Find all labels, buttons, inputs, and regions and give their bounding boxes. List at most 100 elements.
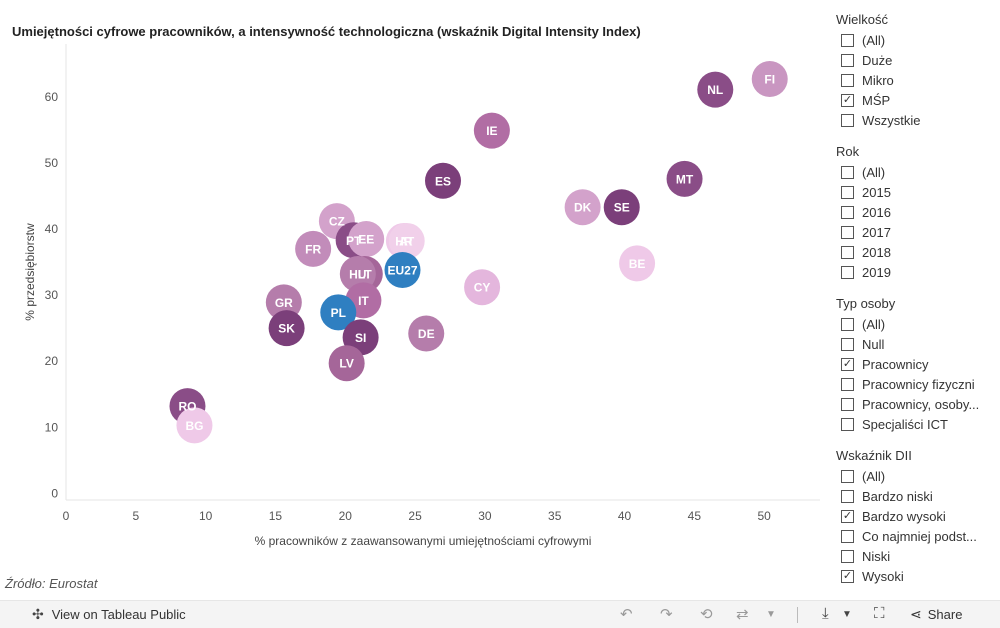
data-point — [408, 315, 445, 352]
filter-option[interactable]: (All) — [836, 162, 996, 182]
filter-option[interactable]: Niski — [836, 546, 996, 566]
checkbox-icon[interactable] — [841, 549, 854, 563]
filter-option[interactable]: (All) — [836, 466, 996, 486]
filter-option-label: 2016 — [862, 204, 891, 220]
filter-option[interactable]: Co najmniej podst... — [836, 526, 996, 546]
filter-group: Rok (All) 2015 2016 2017 2018 2019 — [836, 142, 996, 282]
filter-option[interactable]: ✓ Bardzo wysoki — [836, 506, 996, 526]
filter-option[interactable]: 2017 — [836, 222, 996, 242]
filter-panel: Wielkość (All) Duże Mikro ✓ MŚP Wszystkie Rok (A… — [836, 10, 996, 598]
filter-title: Wielkość — [836, 12, 889, 27]
filter-option-label: Mikro — [862, 72, 894, 88]
x-tick-label: 25 — [408, 509, 422, 523]
checkbox-icon[interactable] — [841, 529, 854, 543]
filter-option[interactable]: 2015 — [836, 182, 996, 202]
filter-option[interactable]: Duże — [836, 50, 996, 70]
x-tick-label: 50 — [757, 509, 771, 523]
toolbar-divider — [797, 607, 798, 623]
data-point-label: MT — [676, 172, 694, 186]
filter-option[interactable]: 2016 — [836, 202, 996, 222]
data-point-label: PT — [346, 234, 362, 248]
filter-option[interactable]: Mikro — [836, 70, 996, 90]
filter-option[interactable]: Wszystkie — [836, 110, 996, 130]
checkbox-icon[interactable] — [841, 33, 854, 47]
data-point-label: LT — [358, 267, 372, 281]
data-point — [348, 220, 385, 257]
checkbox-icon[interactable] — [841, 165, 854, 179]
data-point-label: EE — [358, 232, 374, 246]
scatter-chart: 0 5 10 15 20 25 30 35 40 45 50 0 10 20 30 40 50 60 % praco… — [23, 44, 820, 548]
checkbox-checked-icon[interactable]: ✓ — [841, 93, 854, 107]
filter-option[interactable]: 2019 — [836, 262, 996, 282]
filter-group: Wskaźnik DII (All) Bardzo niski ✓ Bardzo wys… — [836, 446, 996, 586]
filter-option-label: Null — [862, 336, 885, 352]
data-point-label: AT — [399, 234, 415, 248]
checkbox-icon[interactable] — [841, 225, 854, 239]
checkbox-icon[interactable] — [841, 185, 854, 199]
filter-group: Wielkość (All) Duże Mikro ✓ MŚP Wszystkie — [836, 10, 996, 130]
x-tick-label: 45 — [688, 509, 702, 523]
filter-option-label: MŚP — [862, 92, 891, 108]
undo-icon[interactable]: ↶ — [620, 606, 633, 623]
x-tick-label: 5 — [132, 509, 139, 523]
view-on-tableau-label: View on Tableau Public — [51, 607, 186, 622]
checkbox-icon[interactable] — [841, 417, 854, 431]
checkbox-icon[interactable] — [841, 205, 854, 219]
checkbox-checked-icon[interactable]: ✓ — [841, 509, 854, 523]
data-point-label: FR — [305, 242, 321, 256]
checkbox-checked-icon[interactable]: ✓ — [841, 357, 854, 371]
download-icon[interactable]: ⤓ — [822, 605, 829, 622]
checkbox-icon[interactable] — [841, 377, 854, 391]
checkbox-icon[interactable] — [841, 397, 854, 411]
filter-option[interactable]: (All) — [836, 314, 996, 334]
filter-option[interactable]: 2018 — [836, 242, 996, 262]
filter-option[interactable]: Specjaliści ICT — [836, 414, 996, 434]
redo-icon[interactable]: ↷ — [660, 606, 673, 623]
checkbox-icon[interactable] — [841, 337, 854, 351]
data-point — [619, 245, 656, 282]
filter-option-label: Pracownicy — [862, 356, 929, 372]
filter-option[interactable]: ✓ Pracownicy — [836, 354, 996, 374]
x-tick-label: 10 — [199, 509, 213, 523]
data-point — [425, 162, 461, 199]
checkbox-icon[interactable] — [841, 53, 854, 67]
view-on-tableau-link[interactable]: ✣ View on Tableau Public — [32, 606, 186, 623]
checkbox-icon[interactable] — [841, 489, 854, 503]
revert-icon[interactable]: ⟲ — [700, 606, 713, 623]
filter-option-label: Specjaliści ICT — [862, 416, 948, 432]
filter-option[interactable]: Null — [836, 334, 996, 354]
data-point — [697, 71, 734, 108]
y-tick-label: 10 — [45, 420, 59, 434]
filter-option[interactable]: Pracownicy fizyczni — [836, 374, 996, 394]
checkbox-checked-icon[interactable]: ✓ — [841, 569, 854, 583]
data-point-label: ES — [435, 174, 451, 188]
filter-option[interactable]: ✓ MŚP — [836, 90, 996, 110]
filter-option-label: 2018 — [862, 244, 891, 260]
filter-option[interactable]: ✓ Wysoki — [836, 566, 996, 586]
checkbox-icon[interactable] — [841, 469, 854, 483]
y-tick-label: 50 — [45, 156, 59, 170]
data-point — [751, 61, 788, 98]
checkbox-icon[interactable] — [841, 317, 854, 331]
checkbox-icon[interactable] — [841, 113, 854, 127]
checkbox-icon[interactable] — [841, 73, 854, 87]
x-tick-label: 30 — [478, 509, 492, 523]
filter-option[interactable]: Pracownicy, osoby... — [836, 394, 996, 414]
data-point — [320, 294, 357, 331]
filter-option-label: Co najmniej podst... — [862, 528, 977, 544]
refresh-menu-chevron-icon[interactable]: ▼ — [766, 609, 776, 620]
refresh-icon[interactable]: ⇄ — [736, 606, 749, 623]
download-menu-chevron-icon[interactable]: ▼ — [842, 609, 852, 620]
filter-option[interactable]: (All) — [836, 30, 996, 50]
filter-option-label: (All) — [862, 316, 886, 332]
filter-option[interactable]: Bardzo niski — [836, 486, 996, 506]
filter-option-label: Pracownicy, osoby... — [862, 396, 980, 412]
filter-option-label: (All) — [862, 32, 886, 48]
filter-option-label: (All) — [862, 164, 886, 180]
checkbox-icon[interactable] — [841, 265, 854, 279]
checkbox-icon[interactable] — [841, 245, 854, 259]
share-button[interactable]: ⋖ Share — [910, 606, 962, 623]
fullscreen-icon[interactable]: ⛶ — [874, 605, 885, 622]
x-tick-label: 40 — [618, 509, 632, 523]
filter-option-label: Wszystkie — [862, 112, 921, 128]
